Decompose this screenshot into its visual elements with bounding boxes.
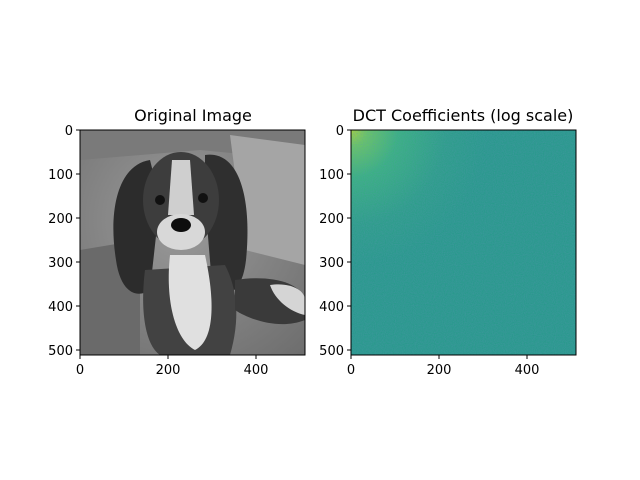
y-tick-label: 500 (48, 344, 73, 359)
y-tick-label: 400 (319, 300, 344, 315)
dct-coefficients-heatmap (351, 130, 576, 355)
y-tick-label: 300 (319, 256, 344, 271)
y-tick-label: 100 (48, 168, 73, 183)
x-tick-label: 400 (515, 363, 540, 378)
dct-coefficients-xaxis: 0 200 400 (347, 355, 540, 378)
x-tick-label: 200 (156, 363, 181, 378)
original-image-subplot: Original Image 0 (48, 106, 306, 378)
dct-coefficients-yaxis: 0 100 200 300 400 500 (319, 124, 351, 359)
original-image-yaxis: 0 100 200 300 400 500 (48, 124, 80, 359)
y-tick-label: 100 (319, 168, 344, 183)
y-tick-label: 300 (48, 256, 73, 271)
y-tick-label: 200 (319, 212, 344, 227)
y-tick-label: 500 (319, 344, 344, 359)
y-tick-label: 0 (65, 124, 73, 139)
y-tick-label: 200 (48, 212, 73, 227)
y-tick-label: 0 (336, 124, 344, 139)
dct-coefficients-title: DCT Coefficients (log scale) (353, 106, 574, 125)
original-image-heatmap (80, 130, 305, 355)
x-tick-label: 200 (427, 363, 452, 378)
y-tick-label: 400 (48, 300, 73, 315)
original-image-xaxis: 0 200 400 (76, 355, 269, 378)
x-tick-label: 400 (244, 363, 269, 378)
x-tick-label: 0 (76, 363, 84, 378)
x-tick-label: 0 (347, 363, 355, 378)
original-image-title: Original Image (134, 106, 252, 125)
dct-coefficients-subplot: DCT Coefficients (log scale) 0 100 200 3… (319, 106, 577, 378)
